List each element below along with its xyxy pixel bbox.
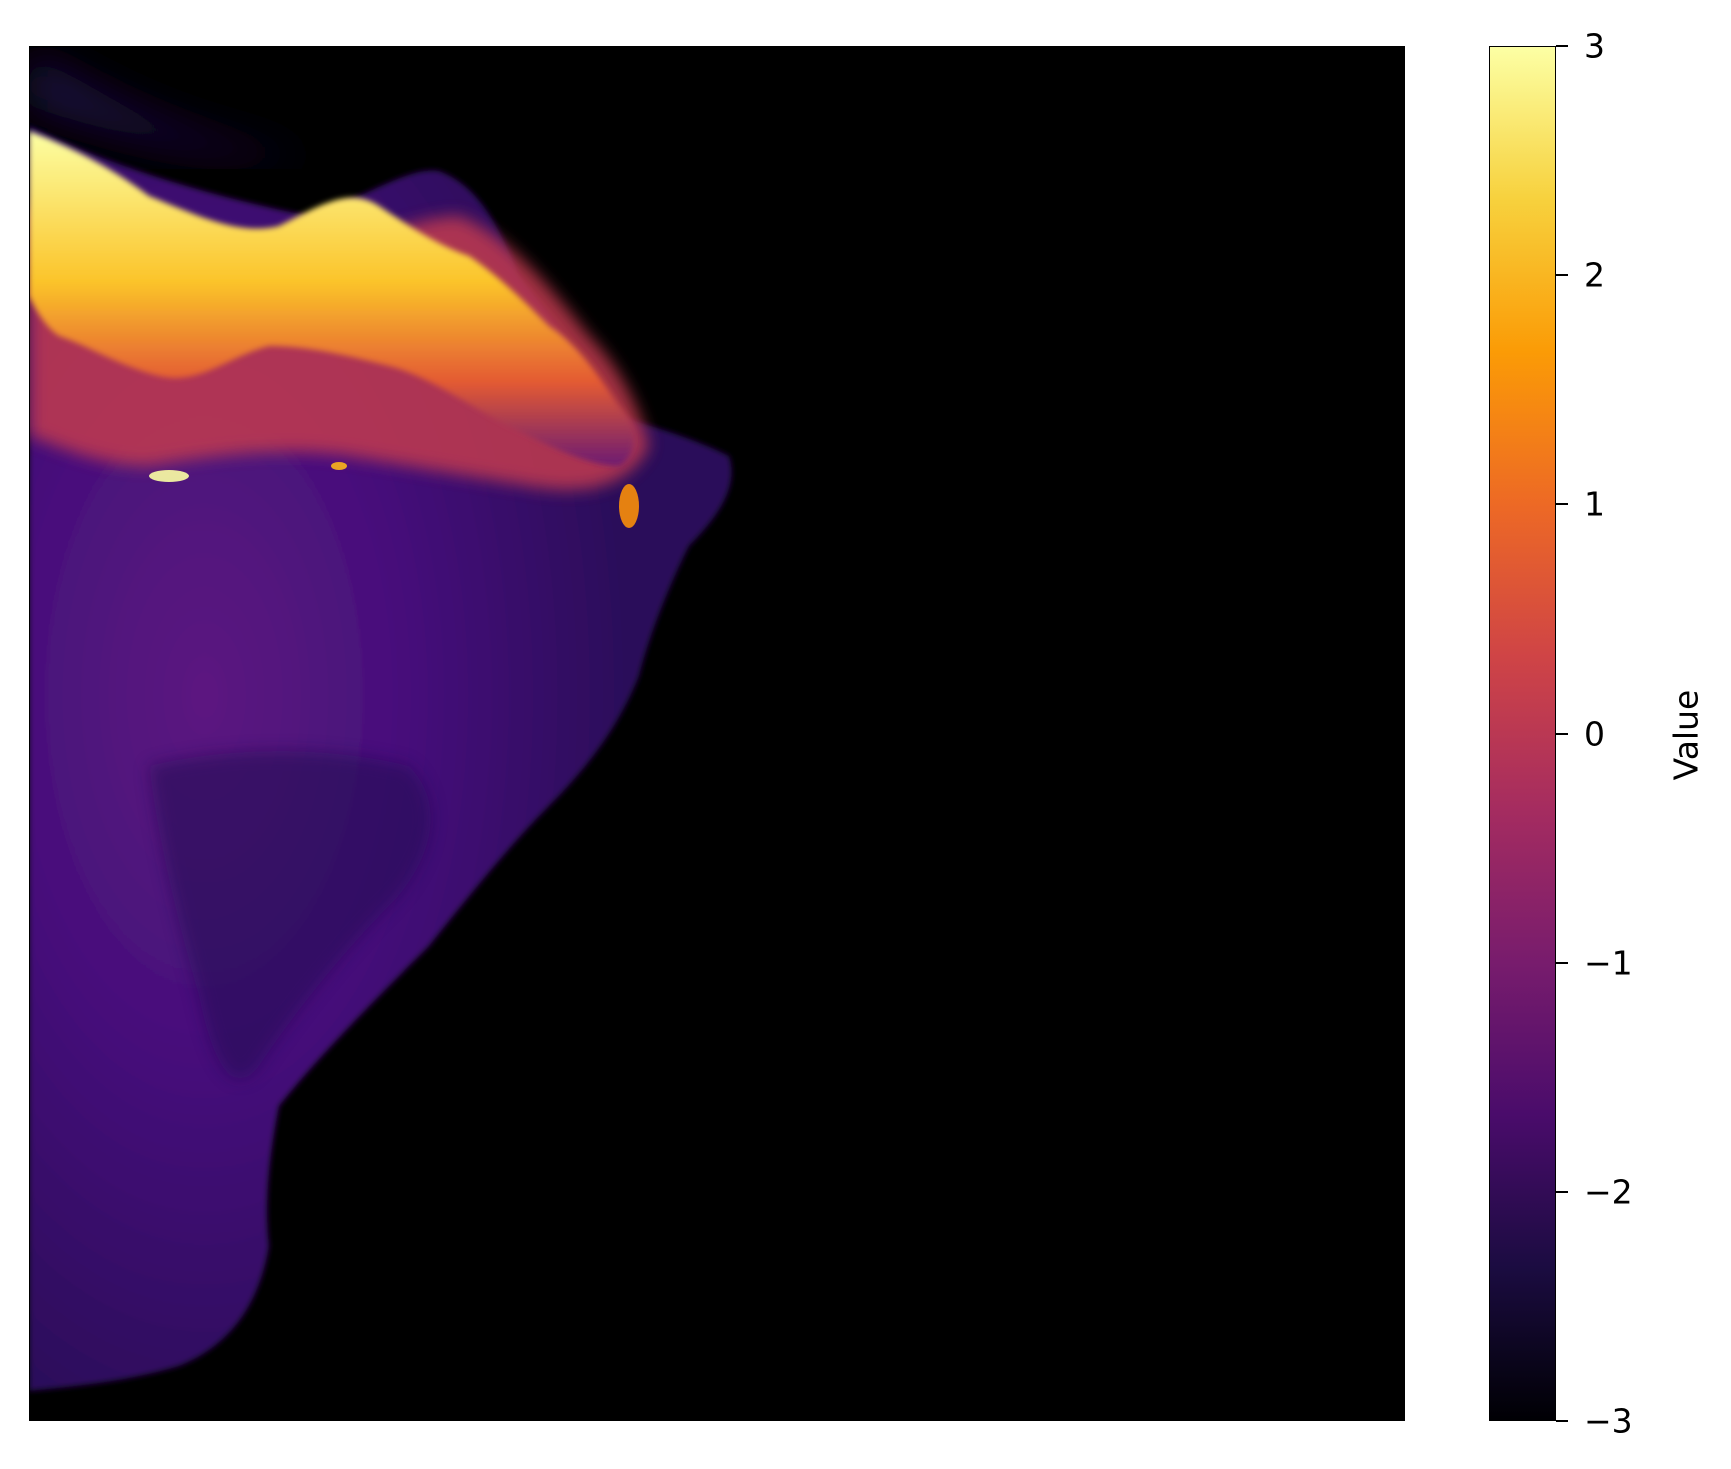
raster-map bbox=[29, 46, 1405, 1421]
peak-speck bbox=[619, 484, 639, 528]
colorbar-tick bbox=[1556, 1420, 1568, 1422]
colorbar-tick-label: −3 bbox=[1584, 1401, 1633, 1441]
colorbar-tick bbox=[1556, 503, 1568, 506]
colorbar-tick-label: 3 bbox=[1584, 26, 1605, 66]
colorbar-tick bbox=[1556, 1190, 1568, 1193]
colorbar-tick bbox=[1556, 274, 1568, 277]
coast-glow bbox=[29, 51, 309, 158]
highland-peak bbox=[29, 131, 634, 466]
peak-speck bbox=[149, 470, 189, 482]
inland-shadow bbox=[149, 751, 431, 1080]
colorbar-label: Value bbox=[1666, 689, 1706, 781]
colorbar bbox=[1489, 46, 1556, 1421]
peak-speck bbox=[331, 462, 347, 470]
raster-image bbox=[29, 51, 732, 1391]
colorbar-tick bbox=[1556, 45, 1568, 47]
colorbar-tick-label: −2 bbox=[1584, 1172, 1633, 1212]
colorbar-tick bbox=[1556, 961, 1568, 964]
colorbar-tick-label: 1 bbox=[1584, 484, 1605, 524]
colorbar-tick-label: 0 bbox=[1584, 714, 1605, 753]
colorbar-tick-label: −1 bbox=[1584, 943, 1633, 983]
colorbar-tick-label: 2 bbox=[1584, 255, 1605, 295]
colorbar-tick bbox=[1556, 732, 1568, 735]
